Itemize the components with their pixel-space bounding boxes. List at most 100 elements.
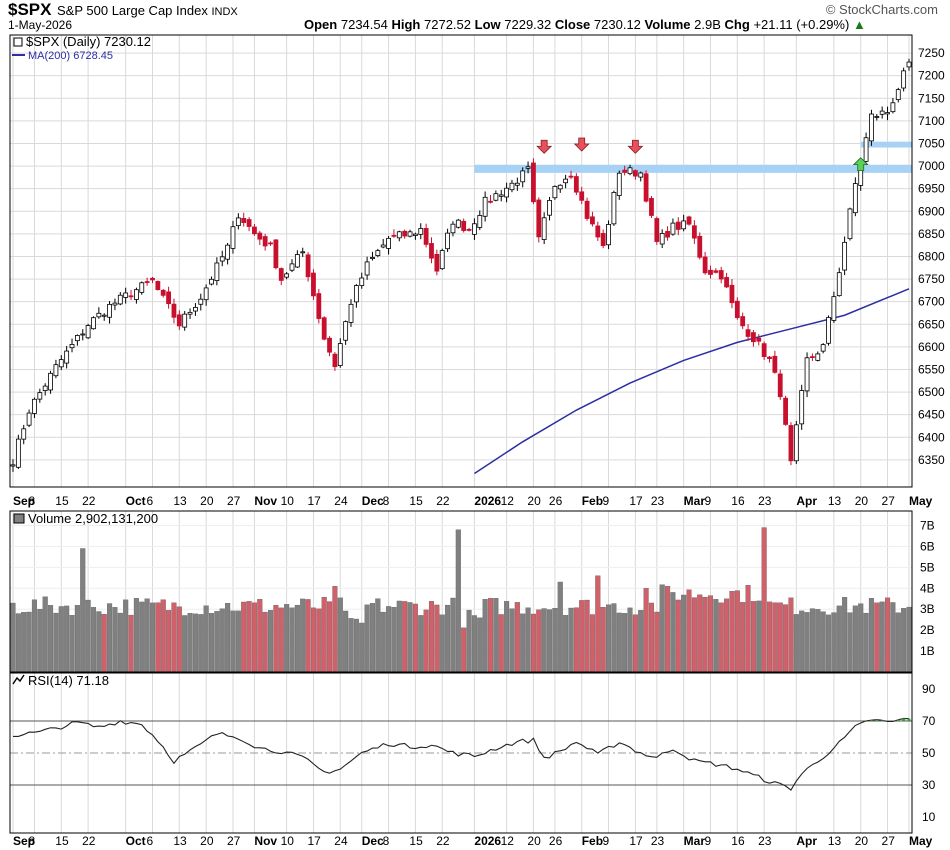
volume-bar xyxy=(182,615,188,673)
candle-body xyxy=(418,228,424,235)
volume-bar xyxy=(756,600,762,673)
candle-body xyxy=(611,192,617,225)
up-arrow-icon xyxy=(852,157,869,172)
volume-bar xyxy=(761,527,767,673)
candle-body xyxy=(429,243,434,259)
candle-body xyxy=(783,397,788,425)
volume-bar xyxy=(321,596,327,673)
volume-bar xyxy=(310,607,316,673)
volume-bar xyxy=(895,612,901,673)
date-tick-label: 12 xyxy=(501,834,515,848)
rsi-tick-label: 10 xyxy=(922,810,936,824)
date-tick-label: 9 xyxy=(603,494,610,508)
candle-body xyxy=(686,216,692,225)
date-tick-label: 9 xyxy=(704,834,711,848)
candle-body xyxy=(681,220,687,230)
candle-body xyxy=(155,281,161,291)
candle-body xyxy=(793,424,799,462)
candle-body xyxy=(257,232,263,240)
candle-body xyxy=(751,332,756,343)
volume-bar xyxy=(278,607,284,673)
volume-bar xyxy=(273,605,279,673)
volume-bar xyxy=(863,612,869,673)
rsi-legend: RSI(14) 71.18 xyxy=(28,673,109,688)
brand-logo[interactable]: © StockCharts.com xyxy=(825,2,938,17)
volume-bar xyxy=(611,603,617,673)
candle-body xyxy=(176,314,182,327)
volume-bar xyxy=(407,602,413,673)
date-tick-label: 17 xyxy=(629,494,643,508)
price-tick-label: 7100 xyxy=(918,114,945,128)
volume-bar xyxy=(772,602,778,673)
volume-bar xyxy=(648,602,654,673)
candle-body xyxy=(193,306,198,312)
candle-body xyxy=(536,199,542,238)
volume-bar xyxy=(504,601,510,673)
rsi-polyline xyxy=(12,717,910,791)
date-tick-label: 13 xyxy=(173,834,187,848)
candle-body xyxy=(343,321,349,341)
volume-bar xyxy=(364,604,370,673)
price-tick-label: 6400 xyxy=(918,430,945,444)
volume-bar xyxy=(337,597,343,673)
volume-bar xyxy=(305,599,311,673)
candle-body xyxy=(198,298,204,305)
axis-labels: 6350640064506500655066006650670067506800… xyxy=(13,46,945,848)
volume-bar xyxy=(579,600,585,673)
volume-bar xyxy=(879,601,885,673)
candle-body xyxy=(407,231,413,237)
volume-bar xyxy=(563,615,569,673)
date-tick-label: 20 xyxy=(855,494,869,508)
candle-body xyxy=(112,302,118,306)
volume-bar xyxy=(557,581,563,673)
date-tick-label: 2026 xyxy=(474,494,501,508)
volume-bar xyxy=(418,615,424,673)
volume-bar xyxy=(80,548,86,673)
volume-bar xyxy=(702,596,708,673)
candle-body xyxy=(434,254,440,272)
candle-body xyxy=(96,312,102,318)
volume-bar xyxy=(176,606,182,673)
volume-bar xyxy=(686,589,692,673)
volume-bar xyxy=(192,613,198,673)
volume-bar xyxy=(890,602,896,673)
candle-body xyxy=(541,217,547,240)
volume-tick-label: 5B xyxy=(920,560,935,574)
volume-bar xyxy=(241,601,247,673)
candle-body xyxy=(740,316,746,327)
ohlc-summary: Open 7234.54 High 7272.52 Low 7229.32 Cl… xyxy=(304,17,866,32)
date-tick-label: 20 xyxy=(200,494,214,508)
candle-body xyxy=(461,220,467,231)
date-tick-label: 10 xyxy=(281,494,295,508)
volume-bar xyxy=(128,614,134,673)
volume-bar xyxy=(799,610,805,673)
candle-body xyxy=(321,317,327,340)
volume-bar xyxy=(793,614,799,673)
volume-bar xyxy=(58,606,64,673)
date-tick-label: Sep xyxy=(13,494,35,508)
candle-body xyxy=(26,412,32,426)
volume-bar xyxy=(466,609,472,673)
price-tick-label: 7250 xyxy=(918,46,945,60)
price-tick-label: 6500 xyxy=(918,385,945,399)
price-tick-label: 6650 xyxy=(918,317,945,331)
candle-body xyxy=(831,296,837,321)
volume-bar xyxy=(144,598,150,673)
volume-bar xyxy=(616,612,622,673)
volume-bar xyxy=(638,610,644,673)
candle-body xyxy=(724,277,729,288)
candle-body xyxy=(139,282,145,293)
date-tick-label: 22 xyxy=(82,834,96,848)
annotation-arrows xyxy=(536,137,869,172)
volume-bar xyxy=(42,596,48,673)
date-tick-label: Sep xyxy=(13,834,35,848)
volume-bar xyxy=(289,607,295,673)
volume-bar xyxy=(831,612,837,673)
volume-bar xyxy=(584,599,590,673)
candle-body xyxy=(514,182,520,186)
candle-body xyxy=(273,239,279,269)
volume-bar xyxy=(750,601,756,673)
volume-bar xyxy=(112,607,118,673)
candle-body xyxy=(654,218,660,242)
candle-body xyxy=(327,337,332,353)
